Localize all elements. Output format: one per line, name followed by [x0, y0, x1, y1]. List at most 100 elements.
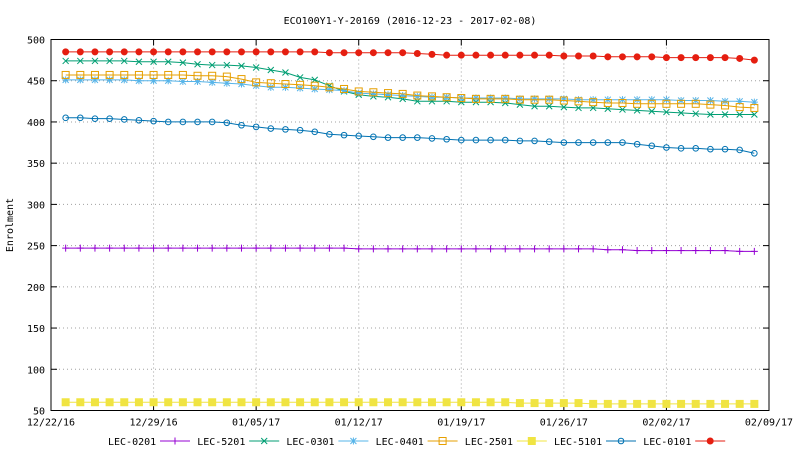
data-point — [120, 57, 128, 65]
data-point — [252, 48, 260, 56]
data-point — [501, 94, 509, 102]
plot-frame — [50, 39, 770, 411]
data-point — [516, 137, 524, 145]
data-point — [736, 111, 744, 118]
y-tick-label: 150 — [27, 324, 45, 335]
data-point — [399, 92, 407, 100]
data-point — [252, 123, 260, 131]
data-point — [384, 49, 392, 57]
data-point — [706, 100, 715, 109]
data-point — [134, 70, 143, 79]
data-point — [442, 93, 451, 102]
data-point — [648, 107, 656, 115]
data-point — [527, 437, 536, 445]
data-point — [223, 61, 231, 69]
data-point — [560, 103, 568, 111]
data-point — [575, 104, 582, 112]
data-point — [443, 135, 450, 143]
data-point — [194, 60, 201, 68]
data-point — [677, 109, 685, 117]
data-point — [618, 246, 626, 254]
data-point — [369, 245, 377, 253]
data-point — [633, 399, 642, 408]
data-point — [633, 247, 641, 255]
data-point — [472, 51, 480, 59]
data-point — [76, 76, 84, 84]
data-point — [750, 247, 758, 255]
data-point — [516, 245, 524, 253]
data-point — [61, 398, 70, 407]
data-point — [633, 96, 641, 104]
data-point — [531, 137, 538, 145]
data-point — [91, 57, 99, 65]
data-point — [750, 399, 759, 408]
data-point — [530, 95, 539, 104]
data-point — [428, 245, 436, 253]
data-point — [340, 244, 348, 252]
data-point — [413, 245, 421, 253]
data-point — [487, 51, 495, 59]
data-point — [135, 58, 143, 66]
data-point — [164, 48, 172, 56]
data-point — [267, 66, 275, 74]
data-point — [516, 51, 524, 59]
data-point — [472, 136, 480, 144]
data-point — [545, 138, 553, 146]
data-point — [260, 437, 268, 445]
data-point — [164, 58, 172, 66]
data-point — [604, 139, 612, 146]
data-point — [149, 398, 158, 407]
data-point — [164, 118, 172, 126]
data-point — [516, 101, 524, 108]
data-point — [281, 80, 290, 89]
data-point — [105, 70, 114, 79]
data-point — [135, 244, 143, 252]
data-point — [531, 95, 539, 103]
data-point — [62, 57, 70, 65]
data-point — [223, 79, 231, 87]
data-point — [369, 398, 378, 407]
data-point — [707, 145, 714, 153]
data-point — [662, 54, 670, 62]
x-tick-label: 02/09/17 — [745, 418, 793, 429]
data-point — [282, 69, 289, 76]
data-point — [589, 96, 597, 104]
data-point — [691, 99, 700, 108]
data-point — [150, 77, 158, 85]
x-tick-label: 12/29/16 — [129, 418, 177, 429]
data-point — [427, 92, 436, 101]
legend-item: LEC-2501 — [465, 437, 547, 448]
data-point — [413, 91, 422, 100]
data-point — [413, 92, 421, 100]
data-point — [340, 87, 348, 95]
data-point — [120, 116, 128, 123]
data-point — [677, 247, 685, 255]
legend-label: LEC-0201 — [108, 437, 156, 448]
data-point — [164, 398, 173, 407]
data-point — [150, 117, 157, 125]
data-point — [223, 48, 231, 56]
data-point — [618, 399, 627, 408]
data-point — [76, 48, 84, 56]
data-point — [706, 437, 714, 445]
data-point — [76, 57, 84, 65]
data-point — [340, 398, 349, 407]
data-point — [296, 80, 305, 89]
data-point — [120, 244, 128, 252]
data-point — [751, 149, 758, 157]
data-point — [707, 111, 714, 118]
series-line — [65, 60, 755, 115]
x-tick-label: 01/12/17 — [335, 418, 383, 429]
data-point — [106, 244, 114, 252]
data-point — [91, 76, 99, 84]
data-point — [457, 245, 465, 253]
data-point — [471, 94, 480, 103]
data-point — [62, 48, 70, 56]
data-point — [135, 116, 143, 124]
data-point — [721, 247, 729, 255]
data-point — [428, 50, 436, 58]
series-line — [65, 117, 755, 154]
y-axis-ticks: 50 100 150 200 250 300 350 400 450 500 — [27, 36, 769, 418]
data-point — [545, 95, 554, 104]
